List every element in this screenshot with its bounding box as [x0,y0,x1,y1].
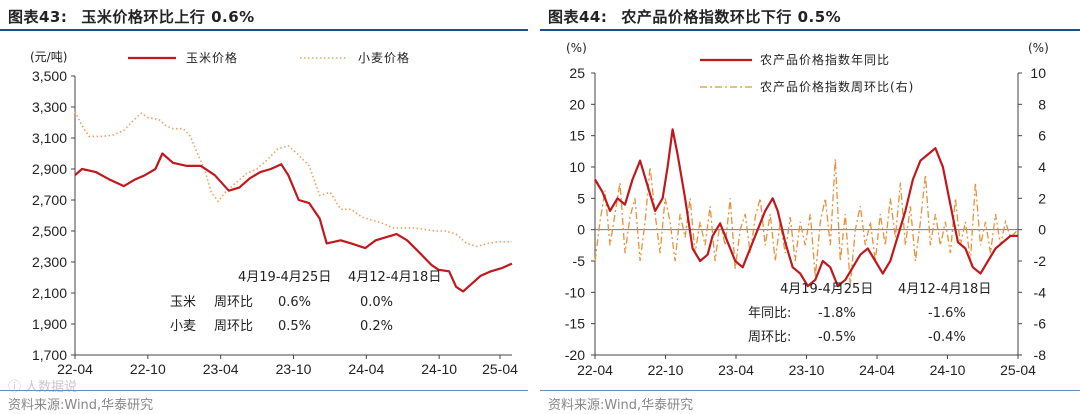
right-legend-label-yoy: 农产品价格指数年同比 [760,52,890,67]
left-table-row-value1: 0.6% [278,295,311,310]
right-title-prefix: 图表44: [548,8,608,26]
left-y-tick-label: 1,700 [32,347,67,363]
right-y-tick-label-right: -2 [1034,253,1047,269]
right-x-tick-label: 22-10 [648,362,684,378]
right-y-tick-label-right: 6 [1038,128,1046,144]
left-y-tick-label: 2,100 [32,285,67,301]
right-series-line-yoy [594,128,1018,288]
right-y-tick-label-left: 5 [577,190,585,206]
right-table-row-label: 周环比: [748,330,791,345]
left-y-tick-label: 3,300 [32,99,67,115]
right-bottom-rule [540,390,1080,391]
right-series-line-wow [594,159,1019,285]
left-table-row-metric: 周环比 [214,319,253,334]
right-y-tick-label-left: -20 [565,347,585,363]
left-y-tick-label: 3,100 [32,130,67,146]
right-table-row-value1: -0.5% [818,330,856,345]
right-y-unit-right: (%) [1028,41,1049,55]
left-legend-label-wheat: 小麦价格 [358,50,410,65]
right-table-row-value2: -1.6% [928,306,966,321]
right-y-tick-label-right: 2 [1038,190,1046,206]
left-series-line-wheat [74,111,512,248]
right-legend-label-wow: 农产品价格指数周环比(右) [760,79,914,94]
right-y-tick-label-left: 20 [569,96,585,112]
right-y-tick-label-left: 10 [569,159,585,175]
right-x-tick-label: 24-04 [859,362,895,378]
right-y-tick-label-right: 4 [1038,159,1046,175]
left-source-note: 资料来源:Wind,华泰研究 [8,398,154,413]
left-y-unit: (元/吨) [30,50,67,64]
right-chart-panel: 图表44: 农产品价格指数环比下行 0.5% (%) (%) -20 -15 -10 -5 0… [540,0,1080,414]
left-title-prefix: 图表43: [8,8,68,26]
right-y-tick-label-right: -8 [1034,347,1047,363]
right-x-tick-label: 24-10 [930,362,966,378]
left-y-tick-label: 2,700 [32,192,67,208]
right-table-row-label: 年同比: [748,306,791,321]
left-x-tick-label: 25-04 [482,361,518,377]
right-title-text: 农产品价格指数环比下行 0.5% [621,8,842,26]
left-table-row-value2: 0.0% [360,295,393,310]
right-chart-title: 图表44: 农产品价格指数环比下行 0.5% [548,6,855,27]
right-source-note: 资料来源:Wind,华泰研究 [548,398,694,413]
left-x-tick-label: 22-10 [130,361,166,377]
right-y-tick-label-left: 0 [577,222,585,238]
right-table-row-value2: -0.4% [928,330,966,345]
right-x-tick-label: 23-04 [718,362,754,378]
right-x-tick-label: 22-04 [577,362,613,378]
left-chart-svg: (元/吨) 1,700 1,900 2,100 2,300 2,500 2,700 2,900… [30,50,518,377]
left-table-col1-header: 4月19-4月25日 [238,270,331,285]
left-title-rule [0,29,528,31]
left-y-tick-label: 2,900 [32,161,67,177]
left-y-tick-label: 2,500 [32,223,67,239]
right-table-col2-header: 4月12-4月18日 [898,282,991,297]
right-y-tick-label-left: 25 [569,65,585,81]
right-y-tick-label-left: -5 [573,253,586,269]
left-table-row-value2: 0.2% [360,319,393,334]
right-table-row-value1: -1.8% [818,306,856,321]
left-table-row-label: 小麦 [170,319,196,334]
left-y-tick-label: 1,900 [32,316,67,332]
right-y-tick-label-left: 15 [569,128,585,144]
left-x-tick-label: 22-04 [57,361,93,377]
right-x-tick-label: 25-04 [1000,362,1036,378]
left-bottom-rule [0,390,528,391]
right-y-tick-label-right: 10 [1030,65,1046,81]
left-x-tick-label: 24-04 [348,361,384,377]
left-table-col2-header: 4月12-4月18日 [348,270,441,285]
left-title-text: 玉米价格环比上行 0.6% [81,8,255,26]
left-table-row-metric: 周环比 [214,295,253,310]
left-series-line-corn [74,152,513,293]
right-y-tick-label-right: -6 [1034,316,1047,332]
right-title-rule [540,29,1080,31]
right-table-col1-header: 4月19-4月25日 [780,282,873,297]
right-y-tick-label-right: -4 [1034,284,1047,300]
right-y-tick-label-right: 8 [1038,96,1046,112]
right-chart-svg: (%) (%)-20-15-10-50510152025-8-6-4-202468… [565,41,1049,378]
left-legend-label-corn: 玉米价格 [186,50,238,65]
left-chart-title: 图表43: 玉米价格环比上行 0.6% [8,6,269,27]
left-y-tick-label: 3,500 [32,68,67,84]
left-y-tick-label: 2,300 [32,254,67,270]
left-table-row-label: 玉米 [170,295,196,310]
left-chart-panel: 图表43: 玉米价格环比上行 0.6% (元/吨) 1,700 1,900 2,100 2… [0,0,528,414]
left-x-tick-label: 23-10 [276,361,312,377]
left-x-tick-label: 23-04 [203,361,239,377]
right-y-tick-label-left: -15 [565,316,585,332]
right-x-tick-label: 23-10 [789,362,825,378]
right-y-tick-label-right: 0 [1038,222,1046,238]
left-x-tick-label: 24-10 [421,361,457,377]
left-watermark: ⓘ 人数据说 [8,380,78,395]
left-table-row-value1: 0.5% [278,319,311,334]
right-y-unit-left: (%) [566,41,587,55]
right-y-tick-label-left: -10 [565,284,585,300]
